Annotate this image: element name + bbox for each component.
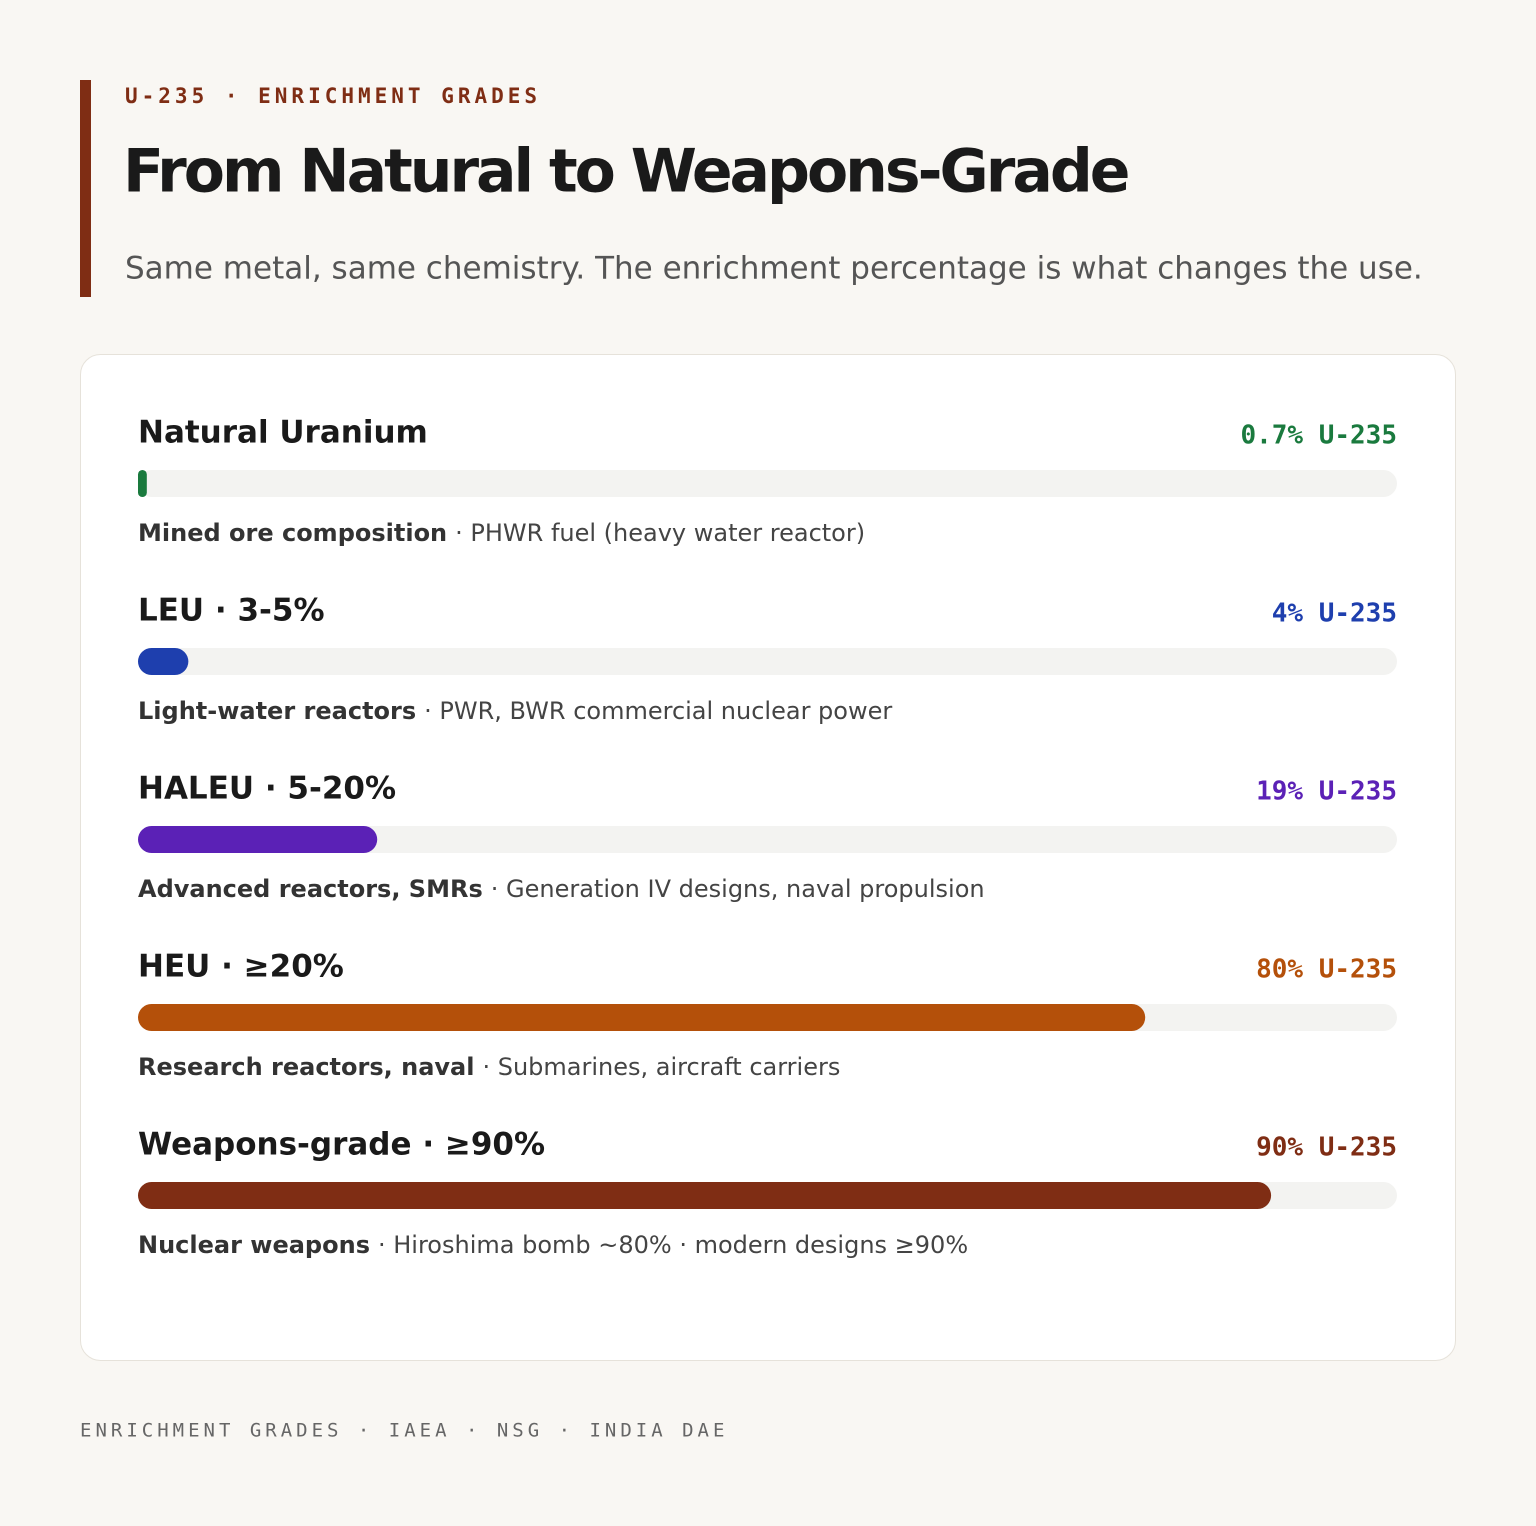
category-label: Natural Uranium xyxy=(138,415,428,451)
description-detail: · PHWR fuel (heavy water reactor) xyxy=(455,519,865,547)
description: Research reactors, naval · Submarines, ai… xyxy=(138,1053,840,1081)
description-detail: · Submarines, aircraft carriers xyxy=(482,1053,840,1081)
value-label: 0.7% U-235 xyxy=(1240,421,1397,451)
description-detail: · Generation IV designs, naval propulsio… xyxy=(491,875,985,903)
eyebrow: U-235 · ENRICHMENT GRADES xyxy=(125,84,541,108)
description-lead: Mined ore composition xyxy=(138,519,447,547)
description-detail: · Hiroshima bomb ~80% · modern designs ≥… xyxy=(378,1231,968,1259)
description-lead: Nuclear weapons xyxy=(138,1231,370,1259)
accent-bar xyxy=(80,80,91,297)
category-label: HEU · ≥20% xyxy=(138,949,344,985)
value-label: 90% U-235 xyxy=(1256,1133,1397,1163)
description-lead: Light-water reactors xyxy=(138,697,416,725)
footer: ENRICHMENT GRADES · IAEA · NSG · INDIA D… xyxy=(80,1420,728,1442)
bar-track xyxy=(138,826,1397,853)
value-label: 80% U-235 xyxy=(1256,955,1397,985)
description: Advanced reactors, SMRs · Generation IV d… xyxy=(138,875,985,903)
value-label: 4% U-235 xyxy=(1272,599,1397,629)
description-lead: Research reactors, naval xyxy=(138,1053,474,1081)
value-label: 19% U-235 xyxy=(1256,777,1397,807)
subtitle: Same metal, same chemistry. The enrichme… xyxy=(125,251,1423,287)
bar xyxy=(138,1182,1272,1209)
description: Mined ore composition · PHWR fuel (heavy … xyxy=(138,519,865,547)
bar xyxy=(138,648,189,675)
category-label: LEU · 3-5% xyxy=(138,593,325,629)
description: Nuclear weapons · Hiroshima bomb ~80% · m… xyxy=(138,1231,968,1259)
bar xyxy=(138,470,147,497)
bar-track xyxy=(138,470,1397,497)
description-lead: Advanced reactors, SMRs xyxy=(138,875,483,903)
bar xyxy=(138,1004,1146,1031)
bar xyxy=(138,826,378,853)
bar-track xyxy=(138,648,1397,675)
card xyxy=(80,354,1456,1361)
chart-title: From Natural to Weapons-Grade xyxy=(123,137,1128,207)
category-label: Weapons-grade · ≥90% xyxy=(138,1127,545,1163)
description: Light-water reactors · PWR, BWR commercia… xyxy=(138,697,892,725)
category-label: HALEU · 5-20% xyxy=(138,771,396,807)
description-detail: · PWR, BWR commercial nuclear power xyxy=(424,697,892,725)
